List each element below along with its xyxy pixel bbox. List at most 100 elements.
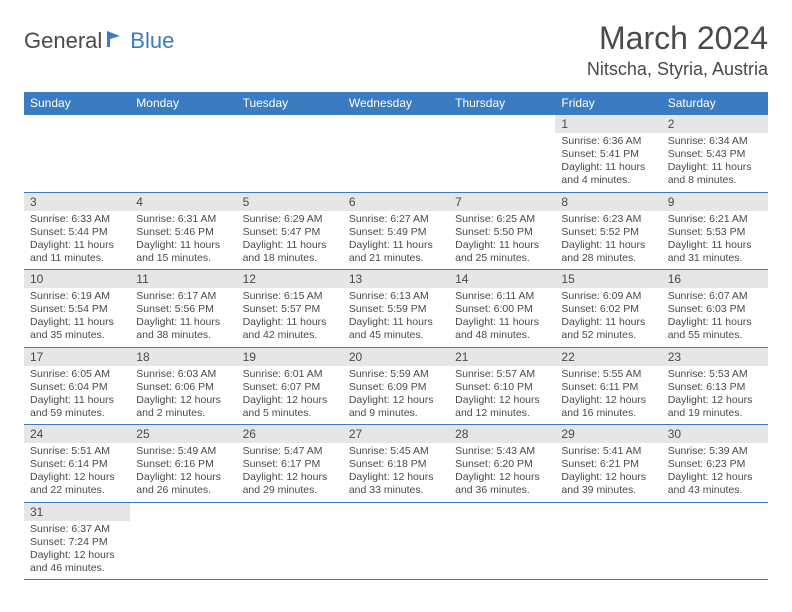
calendar-cell: 17Sunrise: 6:05 AMSunset: 6:04 PMDayligh… xyxy=(24,347,130,425)
calendar-cell: 3Sunrise: 6:33 AMSunset: 5:44 PMDaylight… xyxy=(24,192,130,270)
sunset-text: Sunset: 5:49 PM xyxy=(349,226,443,239)
day-number: 26 xyxy=(237,425,343,443)
day-body: Sunrise: 6:29 AMSunset: 5:47 PMDaylight:… xyxy=(237,211,343,270)
daylight-text: Daylight: 12 hours and 9 minutes. xyxy=(349,394,443,420)
calendar-cell xyxy=(449,115,555,193)
calendar-row: 1Sunrise: 6:36 AMSunset: 5:41 PMDaylight… xyxy=(24,115,768,193)
day-body: Sunrise: 5:45 AMSunset: 6:18 PMDaylight:… xyxy=(343,443,449,502)
sunrise-text: Sunrise: 6:25 AM xyxy=(455,213,549,226)
sunset-text: Sunset: 5:59 PM xyxy=(349,303,443,316)
day-number: 24 xyxy=(24,425,130,443)
sunrise-text: Sunrise: 6:07 AM xyxy=(668,290,762,303)
daylight-text: Daylight: 12 hours and 5 minutes. xyxy=(243,394,337,420)
calendar-cell: 20Sunrise: 5:59 AMSunset: 6:09 PMDayligh… xyxy=(343,347,449,425)
dayname-tuesday: Tuesday xyxy=(237,92,343,115)
daylight-text: Daylight: 11 hours and 42 minutes. xyxy=(243,316,337,342)
day-number: 9 xyxy=(662,193,768,211)
day-number: 21 xyxy=(449,348,555,366)
daylight-text: Daylight: 11 hours and 45 minutes. xyxy=(349,316,443,342)
sunrise-text: Sunrise: 5:55 AM xyxy=(561,368,655,381)
sunrise-text: Sunrise: 5:45 AM xyxy=(349,445,443,458)
daylight-text: Daylight: 12 hours and 22 minutes. xyxy=(30,471,124,497)
calendar-row: 24Sunrise: 5:51 AMSunset: 6:14 PMDayligh… xyxy=(24,425,768,503)
day-body: Sunrise: 6:34 AMSunset: 5:43 PMDaylight:… xyxy=(662,133,768,192)
day-body: Sunrise: 5:47 AMSunset: 6:17 PMDaylight:… xyxy=(237,443,343,502)
sunrise-text: Sunrise: 6:36 AM xyxy=(561,135,655,148)
sunrise-text: Sunrise: 6:29 AM xyxy=(243,213,337,226)
day-number: 3 xyxy=(24,193,130,211)
dayname-thursday: Thursday xyxy=(449,92,555,115)
sunset-text: Sunset: 5:46 PM xyxy=(136,226,230,239)
sunset-text: Sunset: 6:16 PM xyxy=(136,458,230,471)
dayname-monday: Monday xyxy=(130,92,236,115)
daylight-text: Daylight: 11 hours and 31 minutes. xyxy=(668,239,762,265)
sunset-text: Sunset: 6:17 PM xyxy=(243,458,337,471)
daylight-text: Daylight: 11 hours and 21 minutes. xyxy=(349,239,443,265)
calendar-cell xyxy=(24,115,130,193)
calendar-cell: 16Sunrise: 6:07 AMSunset: 6:03 PMDayligh… xyxy=(662,270,768,348)
daylight-text: Daylight: 12 hours and 29 minutes. xyxy=(243,471,337,497)
sunrise-text: Sunrise: 6:13 AM xyxy=(349,290,443,303)
calendar-cell: 15Sunrise: 6:09 AMSunset: 6:02 PMDayligh… xyxy=(555,270,661,348)
sunrise-text: Sunrise: 5:57 AM xyxy=(455,368,549,381)
day-body: Sunrise: 6:01 AMSunset: 6:07 PMDaylight:… xyxy=(237,366,343,425)
daylight-text: Daylight: 12 hours and 2 minutes. xyxy=(136,394,230,420)
day-body: Sunrise: 5:39 AMSunset: 6:23 PMDaylight:… xyxy=(662,443,768,502)
day-number: 22 xyxy=(555,348,661,366)
sunrise-text: Sunrise: 6:33 AM xyxy=(30,213,124,226)
day-body: Sunrise: 6:21 AMSunset: 5:53 PMDaylight:… xyxy=(662,211,768,270)
day-number: 12 xyxy=(237,270,343,288)
daylight-text: Daylight: 11 hours and 25 minutes. xyxy=(455,239,549,265)
day-body: Sunrise: 6:09 AMSunset: 6:02 PMDaylight:… xyxy=(555,288,661,347)
sunset-text: Sunset: 6:13 PM xyxy=(668,381,762,394)
calendar-cell: 25Sunrise: 5:49 AMSunset: 6:16 PMDayligh… xyxy=(130,425,236,503)
day-body: Sunrise: 6:17 AMSunset: 5:56 PMDaylight:… xyxy=(130,288,236,347)
dayname-saturday: Saturday xyxy=(662,92,768,115)
calendar-row: 31Sunrise: 6:37 AMSunset: 7:24 PMDayligh… xyxy=(24,502,768,580)
calendar-cell: 14Sunrise: 6:11 AMSunset: 6:00 PMDayligh… xyxy=(449,270,555,348)
calendar-cell: 31Sunrise: 6:37 AMSunset: 7:24 PMDayligh… xyxy=(24,502,130,580)
daylight-text: Daylight: 11 hours and 52 minutes. xyxy=(561,316,655,342)
sunset-text: Sunset: 5:56 PM xyxy=(136,303,230,316)
day-body: Sunrise: 5:43 AMSunset: 6:20 PMDaylight:… xyxy=(449,443,555,502)
sunset-text: Sunset: 6:02 PM xyxy=(561,303,655,316)
sunrise-text: Sunrise: 6:27 AM xyxy=(349,213,443,226)
sunrise-text: Sunrise: 6:31 AM xyxy=(136,213,230,226)
day-body: Sunrise: 6:25 AMSunset: 5:50 PMDaylight:… xyxy=(449,211,555,270)
calendar-cell: 18Sunrise: 6:03 AMSunset: 6:06 PMDayligh… xyxy=(130,347,236,425)
daylight-text: Daylight: 11 hours and 15 minutes. xyxy=(136,239,230,265)
title-block: March 2024 Nitscha, Styria, Austria xyxy=(587,20,768,80)
sunrise-text: Sunrise: 6:34 AM xyxy=(668,135,762,148)
calendar-cell: 7Sunrise: 6:25 AMSunset: 5:50 PMDaylight… xyxy=(449,192,555,270)
flag-icon xyxy=(106,30,128,53)
calendar-cell xyxy=(343,502,449,580)
calendar-cell: 1Sunrise: 6:36 AMSunset: 5:41 PMDaylight… xyxy=(555,115,661,193)
day-number: 4 xyxy=(130,193,236,211)
calendar-cell: 21Sunrise: 5:57 AMSunset: 6:10 PMDayligh… xyxy=(449,347,555,425)
daylight-text: Daylight: 12 hours and 16 minutes. xyxy=(561,394,655,420)
day-body: Sunrise: 6:23 AMSunset: 5:52 PMDaylight:… xyxy=(555,211,661,270)
calendar-row: 10Sunrise: 6:19 AMSunset: 5:54 PMDayligh… xyxy=(24,270,768,348)
sunset-text: Sunset: 6:18 PM xyxy=(349,458,443,471)
day-body: Sunrise: 5:53 AMSunset: 6:13 PMDaylight:… xyxy=(662,366,768,425)
calendar-cell xyxy=(449,502,555,580)
sunset-text: Sunset: 5:52 PM xyxy=(561,226,655,239)
calendar-cell: 27Sunrise: 5:45 AMSunset: 6:18 PMDayligh… xyxy=(343,425,449,503)
calendar-cell: 26Sunrise: 5:47 AMSunset: 6:17 PMDayligh… xyxy=(237,425,343,503)
day-number: 6 xyxy=(343,193,449,211)
sunset-text: Sunset: 5:57 PM xyxy=(243,303,337,316)
month-title: March 2024 xyxy=(587,20,768,57)
daylight-text: Daylight: 12 hours and 19 minutes. xyxy=(668,394,762,420)
location: Nitscha, Styria, Austria xyxy=(587,59,768,80)
sunrise-text: Sunrise: 6:11 AM xyxy=(455,290,549,303)
day-number: 8 xyxy=(555,193,661,211)
day-body: Sunrise: 5:41 AMSunset: 6:21 PMDaylight:… xyxy=(555,443,661,502)
sunrise-text: Sunrise: 6:37 AM xyxy=(30,523,124,536)
day-number: 29 xyxy=(555,425,661,443)
day-body: Sunrise: 5:49 AMSunset: 6:16 PMDaylight:… xyxy=(130,443,236,502)
day-number: 25 xyxy=(130,425,236,443)
daylight-text: Daylight: 12 hours and 39 minutes. xyxy=(561,471,655,497)
calendar-cell: 29Sunrise: 5:41 AMSunset: 6:21 PMDayligh… xyxy=(555,425,661,503)
day-number: 10 xyxy=(24,270,130,288)
day-number: 5 xyxy=(237,193,343,211)
